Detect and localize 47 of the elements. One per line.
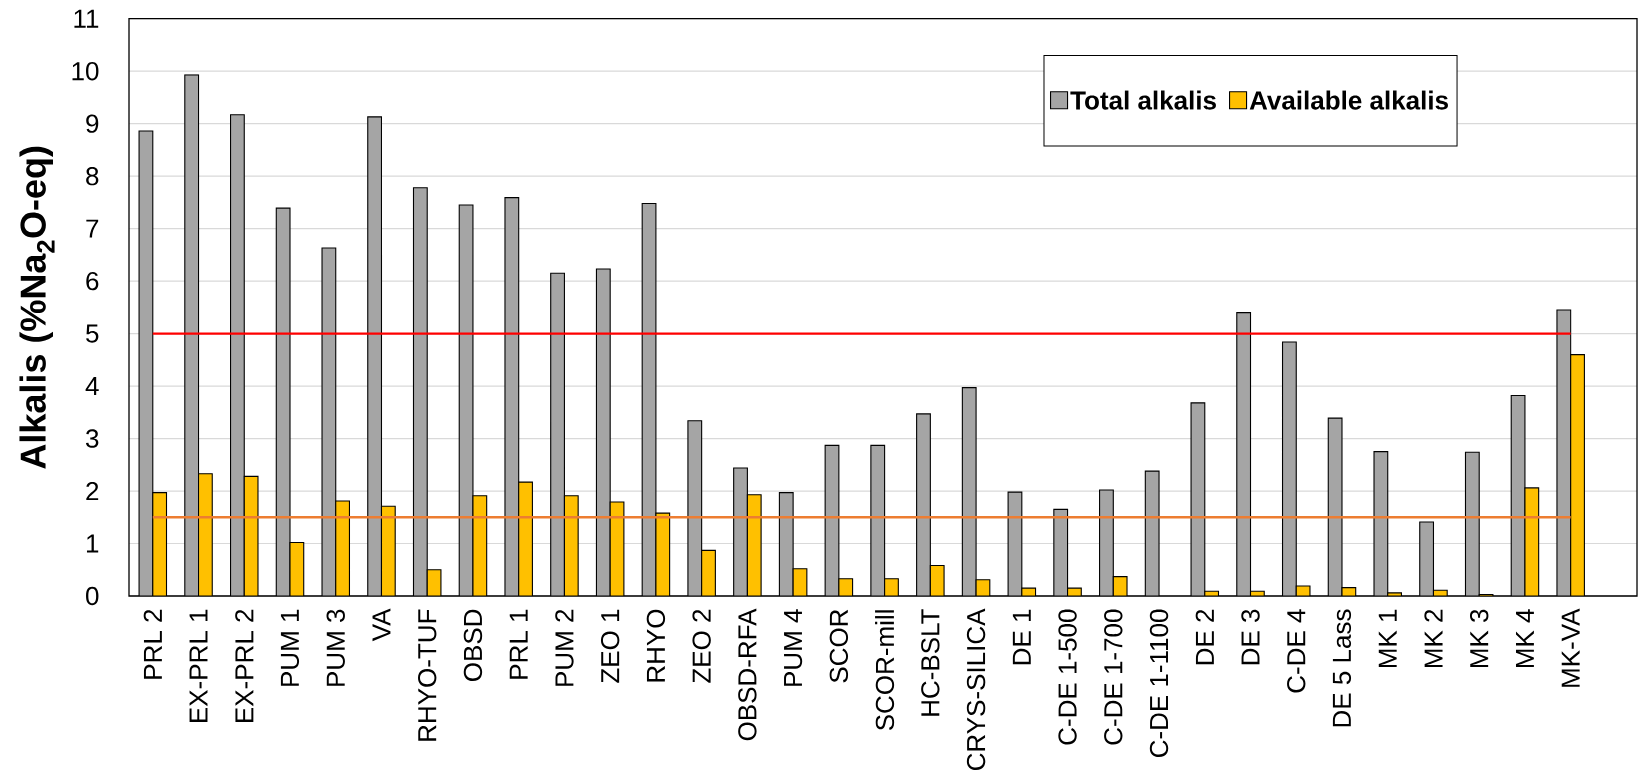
x-tick-label: OBSD <box>463 609 483 681</box>
y-axis-title: Alkalis (%Na$_{2}$O-eq) <box>19 146 55 469</box>
x-tick-label: MK 1 <box>1378 609 1397 668</box>
y-tick-label: 11 <box>74 9 99 28</box>
x-tick-label: CRYS-SILICA <box>966 608 986 771</box>
x-tick-label: RHYO <box>646 609 666 682</box>
x-tick-label: SCOR-mill <box>875 610 895 731</box>
x-tick-label: VA <box>372 608 391 642</box>
y-tick-label: 0 <box>86 586 99 606</box>
y-tick-label: 8 <box>86 166 99 186</box>
y-tick-label: 1 <box>86 534 99 553</box>
y-tick-label: 5 <box>86 324 99 343</box>
x-tick-label: SCOR <box>829 609 849 683</box>
x-tick-label: OBSD-RFA <box>738 608 757 741</box>
x-tick-label: PUM 4 <box>784 609 803 686</box>
x-tick-label: MK 4 <box>1515 609 1534 668</box>
x-tick-label: HC-BSLT <box>921 609 940 716</box>
x-tick-label: C-DE 1-500 <box>1058 609 1077 745</box>
y-tick-label: 2 <box>86 481 99 501</box>
x-tick-label: PRL 1 <box>509 609 528 679</box>
x-tick-label: PUM 2 <box>555 609 574 686</box>
x-tick-label: MK-VA <box>1561 608 1580 687</box>
x-tick-label: PUM 3 <box>326 609 345 686</box>
x-tick-label: C-DE 1-700 <box>1104 609 1123 745</box>
y-tick-label: 10 <box>72 61 99 81</box>
x-tick-label: ZEO 1 <box>600 609 620 683</box>
legend-label: Available alkalis <box>1249 90 1448 110</box>
x-tick-label: MK 2 <box>1424 609 1443 668</box>
x-tick-label: MK 3 <box>1470 609 1489 668</box>
y-tick-label: 9 <box>86 114 99 133</box>
y-tick-label: 4 <box>85 377 99 396</box>
y-tick-label: 3 <box>86 429 99 448</box>
x-tick-label: PRL 2 <box>143 609 162 679</box>
x-tick-label: DE 2 <box>1195 609 1214 665</box>
x-tick-label: C-DE 4 <box>1287 609 1306 693</box>
y-tick-label: 7 <box>86 219 99 238</box>
x-tick-label: DE 3 <box>1241 609 1260 665</box>
x-tick-label: PUM 1 <box>280 609 300 686</box>
y-tick-label: 6 <box>86 271 99 291</box>
x-tick-label: EX-PRL 1 <box>189 609 208 723</box>
x-tick-label: C-DE 1-1100 <box>1149 609 1169 758</box>
x-tick-label: ZEO 2 <box>692 609 711 683</box>
x-tick-label: DE 5 Lass <box>1332 609 1352 727</box>
x-tick-label: DE 1 <box>1012 609 1031 665</box>
x-tick-label: EX-PRL 2 <box>235 609 254 723</box>
legend-label: Total alkalis <box>1070 90 1216 110</box>
x-tick-label: RHYO-TUF <box>418 609 437 741</box>
